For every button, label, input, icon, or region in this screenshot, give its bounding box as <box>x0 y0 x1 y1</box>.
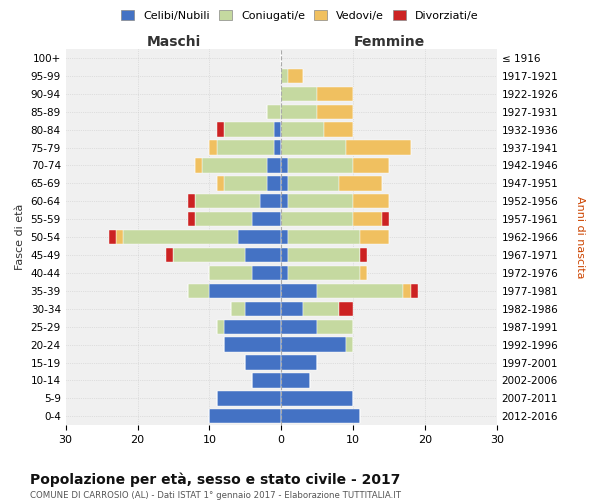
Bar <box>209 284 281 298</box>
Bar <box>317 320 353 334</box>
Bar <box>382 212 389 226</box>
Bar <box>224 338 281 352</box>
Bar <box>245 356 281 370</box>
Bar <box>281 374 310 388</box>
Bar <box>360 230 389 244</box>
Bar <box>281 140 346 154</box>
Bar <box>267 176 281 190</box>
Bar <box>281 86 317 101</box>
Bar <box>123 230 238 244</box>
Bar <box>303 302 338 316</box>
Bar <box>217 140 274 154</box>
Bar <box>281 230 289 244</box>
Bar <box>245 248 281 262</box>
Bar <box>195 158 202 172</box>
Bar <box>224 176 267 190</box>
Bar <box>195 212 253 226</box>
Bar <box>281 158 289 172</box>
Bar <box>281 338 346 352</box>
Bar <box>188 284 209 298</box>
Bar <box>281 212 353 226</box>
Bar <box>403 284 410 298</box>
Bar <box>166 248 173 262</box>
Bar <box>109 230 116 244</box>
Bar <box>281 320 317 334</box>
Bar <box>253 212 281 226</box>
Bar <box>281 302 303 316</box>
Bar <box>195 194 260 208</box>
Bar <box>360 266 367 280</box>
Bar <box>209 409 281 424</box>
Bar <box>281 356 317 370</box>
Bar <box>317 86 353 101</box>
Bar <box>281 266 289 280</box>
Bar <box>188 212 195 226</box>
Bar <box>289 248 360 262</box>
Bar <box>209 266 253 280</box>
Bar <box>360 248 367 262</box>
Bar <box>267 104 281 119</box>
Bar <box>317 104 353 119</box>
Text: Popolazione per età, sesso e stato civile - 2017: Popolazione per età, sesso e stato civil… <box>30 472 400 487</box>
Bar <box>217 122 224 137</box>
Bar <box>238 230 281 244</box>
Y-axis label: Anni di nascita: Anni di nascita <box>575 196 585 278</box>
Bar <box>289 194 353 208</box>
Bar <box>253 266 281 280</box>
Bar <box>253 374 281 388</box>
Bar <box>281 284 317 298</box>
Bar <box>224 122 274 137</box>
Bar <box>325 122 353 137</box>
Text: COMUNE DI CARROSIO (AL) - Dati ISTAT 1° gennaio 2017 - Elaborazione TUTTITALIA.I: COMUNE DI CARROSIO (AL) - Dati ISTAT 1° … <box>30 491 401 500</box>
Bar <box>281 104 317 119</box>
Bar <box>281 391 353 406</box>
Bar <box>346 338 353 352</box>
Bar <box>217 176 224 190</box>
Bar <box>224 320 281 334</box>
Bar <box>289 230 360 244</box>
Bar <box>289 158 353 172</box>
Bar <box>173 248 245 262</box>
Bar <box>274 122 281 137</box>
Bar <box>217 391 281 406</box>
Bar <box>202 158 267 172</box>
Bar <box>209 140 217 154</box>
Bar <box>281 248 289 262</box>
Bar <box>281 176 289 190</box>
Bar <box>289 266 360 280</box>
Bar <box>116 230 123 244</box>
Legend: Celibi/Nubili, Coniugati/e, Vedovi/e, Divorziati/e: Celibi/Nubili, Coniugati/e, Vedovi/e, Di… <box>117 6 483 25</box>
Bar <box>281 122 325 137</box>
Bar <box>274 140 281 154</box>
Bar <box>267 158 281 172</box>
Bar <box>245 302 281 316</box>
Bar <box>260 194 281 208</box>
Bar <box>338 302 353 316</box>
Bar <box>281 409 360 424</box>
Bar <box>353 194 389 208</box>
Bar <box>281 194 289 208</box>
Text: Maschi: Maschi <box>146 35 200 49</box>
Bar <box>281 68 289 83</box>
Bar <box>346 140 410 154</box>
Bar <box>410 284 418 298</box>
Bar <box>289 68 303 83</box>
Bar <box>217 320 224 334</box>
Bar <box>353 158 389 172</box>
Bar <box>317 284 403 298</box>
Bar <box>188 194 195 208</box>
Bar <box>338 176 382 190</box>
Text: Femmine: Femmine <box>353 35 425 49</box>
Bar <box>353 212 382 226</box>
Y-axis label: Fasce di età: Fasce di età <box>15 204 25 270</box>
Bar <box>231 302 245 316</box>
Bar <box>289 176 338 190</box>
